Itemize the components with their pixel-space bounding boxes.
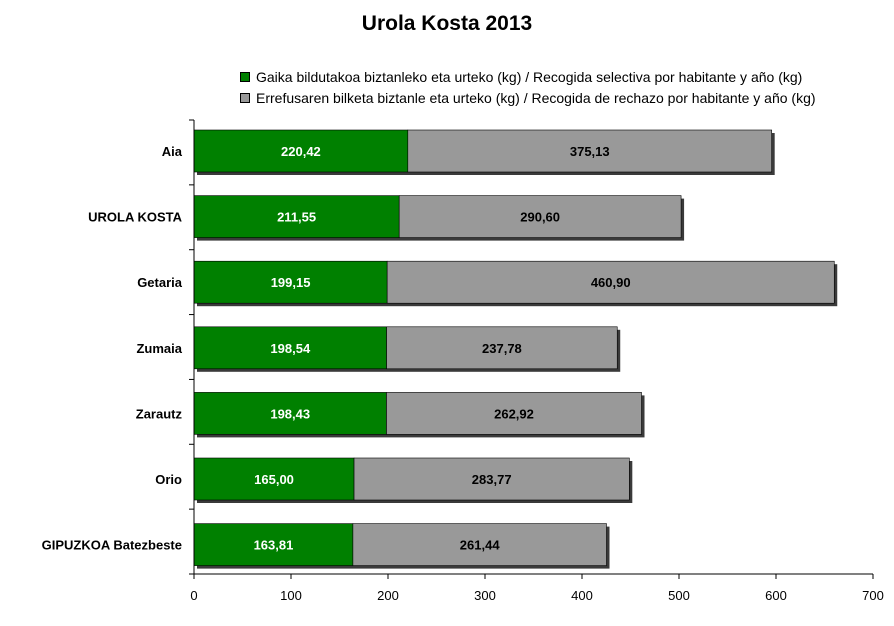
bar-segment-selective xyxy=(193,195,400,238)
data-label: 165,00 xyxy=(254,472,294,487)
data-label: 220,42 xyxy=(281,144,321,159)
data-label: 290,60 xyxy=(520,210,560,225)
bar-segment-rechazo xyxy=(386,392,642,435)
category-label: Getaria xyxy=(137,275,183,290)
legend-swatch-selective xyxy=(240,71,250,82)
data-label: 211,55 xyxy=(277,210,316,225)
category-label: UROLA KOSTA xyxy=(88,210,182,225)
data-label: 262,92 xyxy=(494,406,534,421)
data-label: 199,15 xyxy=(271,275,311,290)
category-label: GIPUZKOA Batezbeste xyxy=(42,538,182,553)
legend: Gaika bildutakoa biztanleko eta urteko (… xyxy=(240,66,816,108)
bar-segment-selective xyxy=(193,457,355,501)
bar-segment-selective xyxy=(193,129,409,173)
bar-segment-rechazo xyxy=(353,457,630,501)
category-label: Zumaia xyxy=(136,341,182,356)
bar-segment-rechazo xyxy=(386,260,835,304)
legend-label-selective: Gaika bildutakoa biztanleko eta urteko (… xyxy=(256,68,803,85)
data-label: 375,13 xyxy=(570,144,610,159)
category-label: Aia xyxy=(162,144,183,159)
x-tick-label: 100 xyxy=(280,588,302,603)
bar-segment-selective xyxy=(193,326,387,370)
legend-swatch-rechazo xyxy=(240,92,250,103)
category-label: Zarautz xyxy=(136,406,183,421)
data-label: 237,78 xyxy=(482,341,522,356)
bar-segment-selective xyxy=(193,392,387,435)
x-tick-label: 700 xyxy=(862,588,884,603)
chart-title: Urola Kosta 2013 xyxy=(361,12,533,35)
x-tick-label: 200 xyxy=(377,588,399,603)
bar-segment-rechazo xyxy=(352,523,607,566)
legend-item-rechazo: Errefusaren bilketa biztanle eta urteko … xyxy=(240,87,816,108)
axis-layer: Aia UROLA KOSTA Getaria Zumaia Zarautz Orio GI… xyxy=(42,119,884,603)
bar-segment-rechazo xyxy=(398,195,682,238)
x-tick-label: 0 xyxy=(190,588,197,603)
bar-segment-rechazo xyxy=(407,129,772,173)
data-label: 283,77 xyxy=(472,472,512,487)
data-label: 460,90 xyxy=(591,275,631,290)
data-label: 261,44 xyxy=(460,538,501,553)
x-tick-label: 400 xyxy=(571,588,593,603)
bar-segment-rechazo xyxy=(386,326,618,370)
bar-segment-selective xyxy=(193,523,354,566)
x-tick-label: 500 xyxy=(668,588,690,603)
category-label: Orio xyxy=(155,472,182,487)
legend-item-selective: Gaika bildutakoa biztanleko eta urteko (… xyxy=(240,66,816,87)
data-label: 198,54 xyxy=(270,341,311,356)
data-label: 198,43 xyxy=(270,406,310,421)
bars-layer: 220,42 375,13 211,55 290,60 199,15 460,90 198,… xyxy=(193,129,838,569)
x-tick-label: 300 xyxy=(474,588,496,603)
x-tick-label: 600 xyxy=(765,588,787,603)
legend-label-rechazo: Errefusaren bilketa biztanle eta urteko … xyxy=(256,89,816,106)
data-label: 163,81 xyxy=(254,538,294,553)
